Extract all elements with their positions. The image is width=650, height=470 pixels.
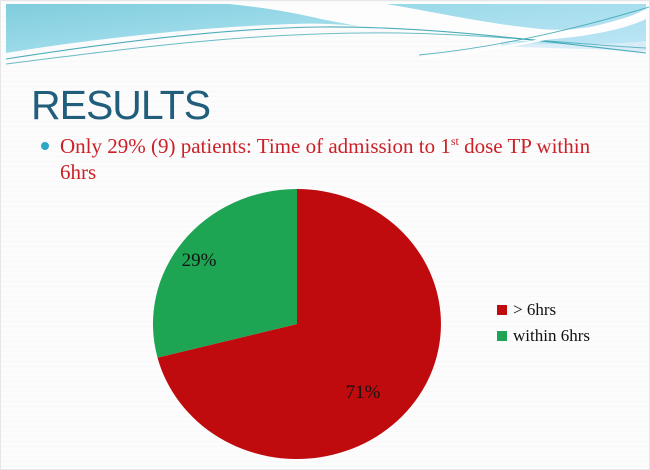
pie-chart: 29% 71% <box>152 188 441 460</box>
header-band-shape <box>6 4 646 53</box>
header-white-diagonal-line <box>420 10 649 60</box>
header-teal-line-2 <box>5 32 647 65</box>
pie-data-label-within-6hrs: 29% <box>182 250 217 271</box>
legend-label-within-6hrs: within 6hrs <box>513 326 590 345</box>
legend-item-gt-6hrs: > 6hrs <box>497 301 590 318</box>
bullet-text-after-sup: dose TP within 6hrs <box>60 134 591 184</box>
header-teal-diagonal-line <box>418 6 649 56</box>
legend-swatch-red-icon <box>497 304 507 315</box>
pie-slice-within-6hrs <box>152 188 297 358</box>
legend-item-within-6hrs: within 6hrs <box>497 327 590 344</box>
bullet-text: Only 29% (9) patients: Time of admission… <box>60 134 612 185</box>
bullet-text-superscript: st <box>450 134 459 148</box>
pie-data-label-gt-6hrs: 71% <box>346 382 381 403</box>
bullet-item: Only 29% (9) patients: Time of admission… <box>41 134 616 185</box>
chart-legend: > 6hrs within 6hrs <box>497 301 590 344</box>
legend-label-gt-6hrs: > 6hrs <box>513 300 557 319</box>
bullet-icon <box>41 142 49 150</box>
header-wave-decoration <box>5 4 649 65</box>
legend-swatch-green-rect <box>497 330 507 341</box>
legend-swatch-red-rect <box>497 304 507 315</box>
pie-slice-gt-6hrs <box>157 189 441 460</box>
page-title: RESULTS <box>31 82 211 128</box>
legend-swatch-green-icon <box>497 330 507 341</box>
header-white-swoosh <box>229 4 646 42</box>
bullet-text-before-sup: Only 29% (9) patients: Time of admission… <box>60 134 451 158</box>
header-teal-line-1 <box>5 26 647 60</box>
